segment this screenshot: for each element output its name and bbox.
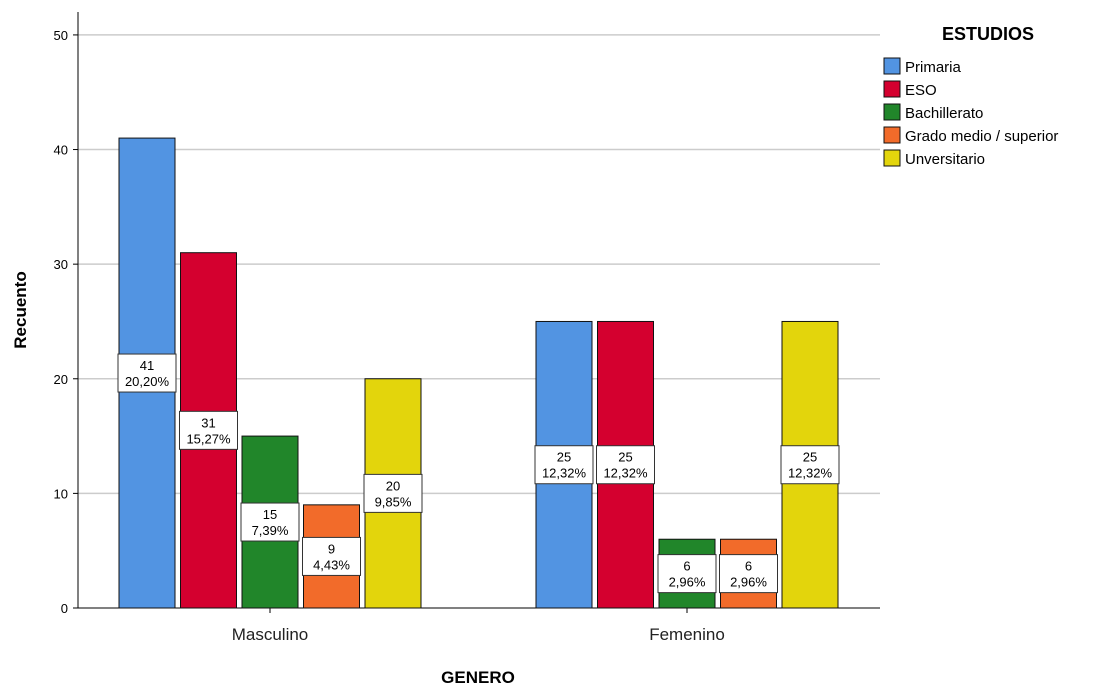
y-tick-label-20: 20 [54,372,68,387]
legend-swatch-2 [883,103,901,121]
data-label-percent: 15,27% [186,431,231,446]
data-label-box [780,445,840,485]
legend-swatch-3 [883,126,901,144]
data-label-value: 20 [386,478,400,493]
data-label-box [240,502,300,542]
data-label-value: 6 [745,559,752,574]
data-labels: 4120,20%3115,27%157,39%94,43%209,85%2512… [117,353,840,594]
data-label-1-2: 62,96% [657,554,717,594]
y-tick-label-10: 10 [54,486,68,501]
data-label-percent: 12,32% [603,466,648,481]
data-label-percent: 20,20% [125,374,170,389]
legend-label-0: Primaria [905,59,961,76]
data-label-box [302,536,361,576]
x-category-label-0: Masculino [232,625,309,644]
legend-label-2: Bachillerato [905,105,983,122]
x-category-label-1: Femenino [649,625,725,644]
data-label-value: 9 [328,541,335,556]
data-label-box [179,410,238,450]
data-label-percent: 2,96% [730,575,767,590]
legend-label-3: Grado medio / superior [905,128,1058,145]
data-label-percent: 12,32% [542,466,587,481]
legend-label-4: Unversitario [905,151,985,168]
data-label-box [363,473,423,513]
data-label-value: 6 [683,559,690,574]
data-label-0-2: 157,39% [240,502,300,542]
data-label-box [117,353,177,393]
legend: ESTUDIOS Primaria ESO Bachillerato Grado me… [883,24,1058,168]
y-tick-label-30: 30 [54,257,68,272]
y-tick-label-0: 0 [61,601,68,616]
data-label-percent: 4,43% [313,557,350,572]
bars [118,137,839,609]
data-label-percent: 9,85% [375,494,412,509]
data-label-0-4: 209,85% [363,473,423,513]
data-label-percent: 7,39% [252,523,289,538]
data-label-value: 25 [803,450,817,465]
data-label-value: 25 [618,450,632,465]
data-label-value: 25 [557,450,571,465]
legend-swatch-1 [883,80,901,98]
legend-swatch-4 [883,149,901,167]
data-label-box [657,554,717,594]
data-label-box [534,445,594,485]
legend-label-1: ESO [905,82,937,99]
data-label-1-3: 62,96% [719,554,778,594]
data-label-value: 15 [263,507,277,522]
x-axis-title: GENERO [441,668,515,684]
data-label-value: 41 [140,358,154,373]
data-label-percent: 12,32% [788,466,833,481]
data-label-box [596,445,655,485]
data-label-value: 31 [201,415,215,430]
y-tick-label-40: 40 [54,143,68,158]
legend-swatch-0 [883,57,901,75]
axes: Recuento GENERO 0 10 20 30 40 50 Masculino Feme… [11,12,880,684]
data-label-box [719,554,778,594]
data-label-0-3: 94,43% [302,536,361,576]
y-axis-title: Recuento [11,271,30,348]
legend-title: ESTUDIOS [942,24,1034,44]
data-label-percent: 2,96% [669,575,706,590]
y-tick-label-50: 50 [54,28,68,43]
